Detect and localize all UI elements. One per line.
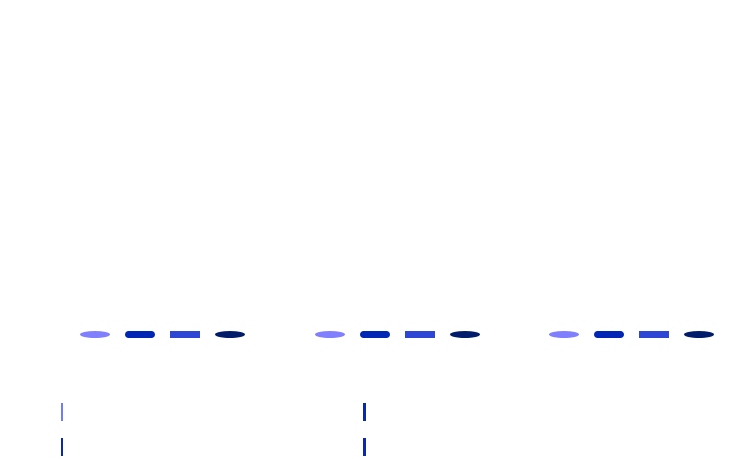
indicator-group-3	[549, 331, 715, 339]
indicator-oval	[315, 331, 345, 338]
vertical-marker	[61, 438, 63, 456]
indicator-oval-dark	[684, 331, 714, 338]
vertical-marker	[363, 403, 366, 421]
indicator-rect	[170, 331, 200, 338]
indicator-oval	[80, 331, 110, 338]
indicator-rect	[639, 331, 669, 338]
blank-content-area	[0, 0, 753, 310]
indicator-pill	[594, 331, 624, 338]
vertical-marker	[363, 438, 366, 456]
indicator-rect	[405, 331, 435, 338]
indicator-oval	[549, 331, 579, 338]
indicator-oval-dark	[450, 331, 480, 338]
indicator-oval-dark	[215, 331, 245, 338]
indicator-pill	[360, 331, 390, 338]
indicator-group-1	[80, 331, 246, 339]
vertical-marker	[61, 403, 63, 421]
indicator-group-2	[315, 331, 481, 339]
indicator-pill	[125, 331, 155, 338]
